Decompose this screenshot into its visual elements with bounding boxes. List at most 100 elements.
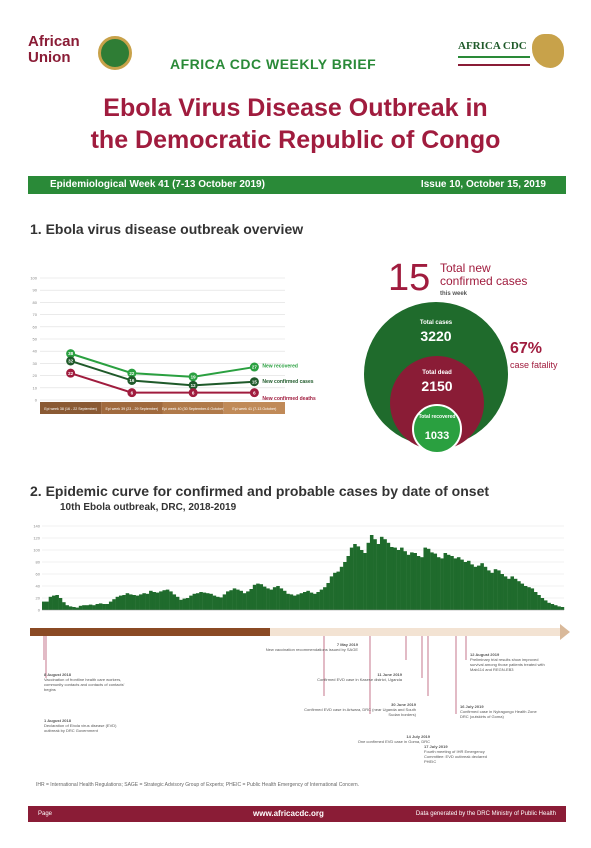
epi-bar xyxy=(433,553,438,610)
epi-bar xyxy=(470,564,474,610)
timeline-arrow xyxy=(560,624,570,640)
african-union-logo: African Union xyxy=(28,34,138,74)
main-title-line2: the Democratic Republic of Congo xyxy=(90,126,501,154)
epi-bar xyxy=(229,590,233,610)
epi-bar xyxy=(507,578,511,610)
epi-bar xyxy=(118,595,123,610)
epi-bar xyxy=(356,546,361,610)
epi-bar xyxy=(145,593,150,610)
epi-bar xyxy=(45,601,49,610)
epi-bar xyxy=(473,566,478,610)
footnote: IHR = International Health Regulations; … xyxy=(36,782,360,788)
epi-bar xyxy=(68,606,73,610)
epi-bar xyxy=(256,583,260,610)
y-tick-label: 90 xyxy=(33,288,38,293)
epi-bar xyxy=(343,562,347,610)
au-logo-text-line2: Union xyxy=(28,49,71,66)
epi-bar xyxy=(78,605,83,610)
event-text: One confirmed EVD case in Goma, DRC xyxy=(357,739,430,744)
epi-bar xyxy=(192,593,197,610)
epi-bar xyxy=(440,558,444,610)
au-logo-text-line1: African xyxy=(28,33,80,50)
epi-bar xyxy=(520,583,525,610)
epi-bar xyxy=(205,593,210,610)
epi-bar xyxy=(75,607,80,610)
timeline-event: 7 May 2019 New vaccination recommendatio… xyxy=(262,642,358,652)
epi-bar xyxy=(383,539,387,610)
epi-bar xyxy=(209,593,213,610)
weekly-line-chart: 0 10 20 30 40 50 60 70 80 90 100 Epi week 38 (16 - … xyxy=(30,272,365,432)
y-tick-label: 80 xyxy=(36,560,41,565)
epi-bar xyxy=(122,595,126,610)
case-fatality-label: case fatality xyxy=(510,360,558,370)
timeline-2019-band xyxy=(270,628,560,636)
data-label: 38 xyxy=(68,351,74,356)
total-cases-label: Total cases xyxy=(419,320,453,326)
epi-bar xyxy=(527,587,531,610)
total-recovered-circle: Total recovered 1033 xyxy=(412,404,462,454)
epi-bar xyxy=(135,595,140,610)
epi-bar xyxy=(185,598,190,610)
epi-bar xyxy=(339,566,344,610)
epi-bar xyxy=(303,592,307,610)
data-label: 6 xyxy=(131,390,134,395)
event-text: Declaration of Ebola virus disease (EVD)… xyxy=(44,723,117,733)
section1-heading: 1. Ebola virus disease outbreak overview xyxy=(30,221,304,237)
epi-bar xyxy=(246,591,250,610)
total-dead-value: 2150 xyxy=(421,378,453,394)
total-dead-label: Total dead xyxy=(422,370,452,376)
y-tick-label: 0 xyxy=(35,398,38,403)
epi-bar xyxy=(249,589,254,610)
epi-bar xyxy=(349,547,354,610)
y-tick-label: 100 xyxy=(33,548,40,553)
y-tick-label: 80 xyxy=(33,300,38,305)
timeline-2018-band xyxy=(30,628,270,636)
epi-bar xyxy=(500,574,504,610)
epi-bar xyxy=(102,604,106,610)
series-name-label: New confirmed deaths xyxy=(262,396,316,402)
epi-bar xyxy=(52,595,56,610)
epi-bar xyxy=(436,557,441,610)
data-point xyxy=(127,375,137,385)
epi-bar xyxy=(359,550,364,610)
y-tick-label: 70 xyxy=(33,312,38,317)
epi-bar xyxy=(162,590,167,610)
epi-bar xyxy=(159,591,163,610)
epi-bar xyxy=(132,595,136,610)
epi-bar xyxy=(296,594,300,610)
data-point xyxy=(127,368,137,378)
cdc-logo-text: AFRICA CDC xyxy=(458,40,527,52)
data-point xyxy=(188,388,198,398)
case-fatality-value: 67% xyxy=(510,340,543,357)
epi-bar xyxy=(289,594,294,610)
epi-bar xyxy=(165,589,170,610)
main-title-line1: Ebola Virus Disease Outbreak in xyxy=(103,94,488,122)
event-text: Confirmed EVD case in Ariwara, DRC (near… xyxy=(304,707,416,717)
epi-bar xyxy=(517,581,521,610)
event-text: New vaccination recommendations issued b… xyxy=(265,647,358,652)
y-tick-label: 40 xyxy=(36,584,41,589)
footer-url[interactable]: www.africacdc.org xyxy=(253,809,324,818)
epi-bar xyxy=(547,602,551,610)
epi-bar xyxy=(62,602,66,610)
epi-bar xyxy=(169,591,173,610)
timeline-event: 14 July 2019 One confirmed EVD case in G… xyxy=(320,734,430,744)
event-date: 14 July 2019 xyxy=(406,734,430,739)
new-cases-sub: this week xyxy=(440,291,468,297)
epi-bar xyxy=(286,593,290,610)
timeline xyxy=(30,620,570,790)
epi-bar xyxy=(139,594,143,610)
epi-bar xyxy=(530,588,535,610)
series-name-label: New recovered xyxy=(262,364,298,370)
data-point xyxy=(66,356,76,366)
y-tick-label: 20 xyxy=(33,373,38,378)
epi-bar xyxy=(487,570,491,610)
epi-bar xyxy=(129,594,133,610)
epi-bar xyxy=(403,551,407,610)
epi-bar xyxy=(560,607,565,610)
section2-heading: 2. Epidemic curve for confirmed and prob… xyxy=(30,483,490,499)
cdc-logo-stripes xyxy=(458,56,530,66)
epi-bar xyxy=(523,586,528,610)
epi-bar xyxy=(323,587,327,610)
epi-bar xyxy=(346,556,351,610)
